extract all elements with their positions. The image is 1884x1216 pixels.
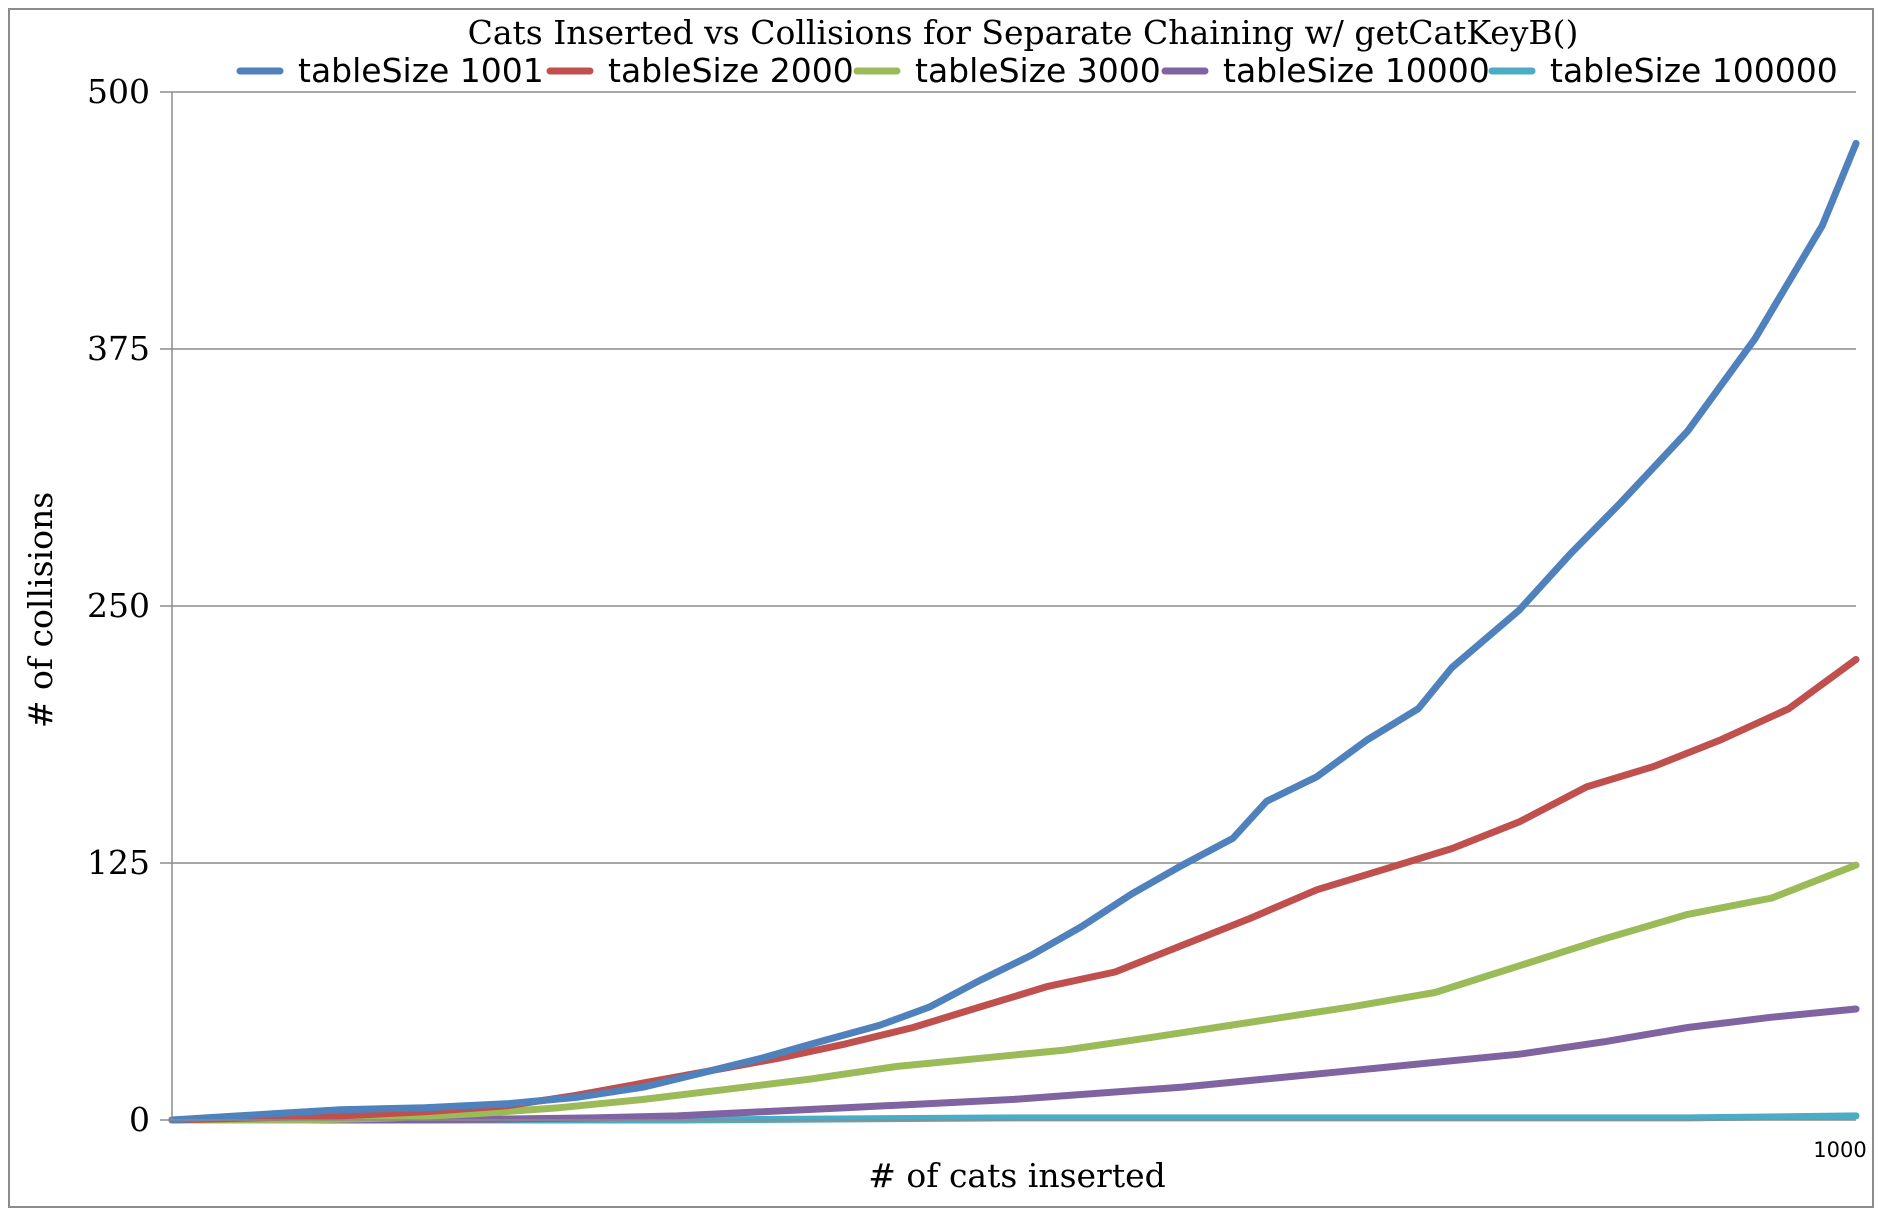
gridlines — [172, 91, 1856, 864]
y-axis-label: # of collisions — [21, 492, 60, 728]
chart-svg: 0 125 250 375 500 1000 Cats Inserted vs Colli… — [21, 13, 1867, 1195]
y-tick-label: 500 — [87, 72, 150, 111]
legend-label: tableSize 1001 — [298, 51, 544, 90]
chart-title: Cats Inserted vs Collisions for Separate… — [468, 13, 1579, 52]
series-line-tablesize-10000 — [168, 1005, 1860, 1124]
y-tick-label: 375 — [87, 329, 150, 368]
legend-label: tableSize 2000 — [608, 51, 854, 90]
y-tick-label: 0 — [129, 1100, 150, 1139]
series-line-tablesize-1001 — [168, 139, 1860, 1124]
x-tick-label: 1000 — [1813, 1138, 1866, 1162]
y-tick-label: 250 — [87, 586, 150, 625]
legend-label: tableSize 10000 — [1223, 51, 1490, 90]
axes: 0 125 250 375 500 1000 — [87, 72, 1867, 1162]
series-line-tablesize-2000 — [168, 656, 1860, 1124]
legend: tableSize 1001 tableSize 2000 tableSize 30… — [236, 51, 1838, 90]
series-lines — [168, 139, 1860, 1124]
y-tick-label: 125 — [87, 843, 150, 882]
series-line-tablesize-3000 — [168, 861, 1860, 1124]
legend-label: tableSize 3000 — [915, 51, 1161, 90]
chart-frame: 0 125 250 375 500 1000 Cats Inserted vs Colli… — [8, 8, 1874, 1208]
x-axis-label: # of cats inserted — [868, 1156, 1166, 1195]
legend-label: tableSize 100000 — [1550, 51, 1838, 90]
